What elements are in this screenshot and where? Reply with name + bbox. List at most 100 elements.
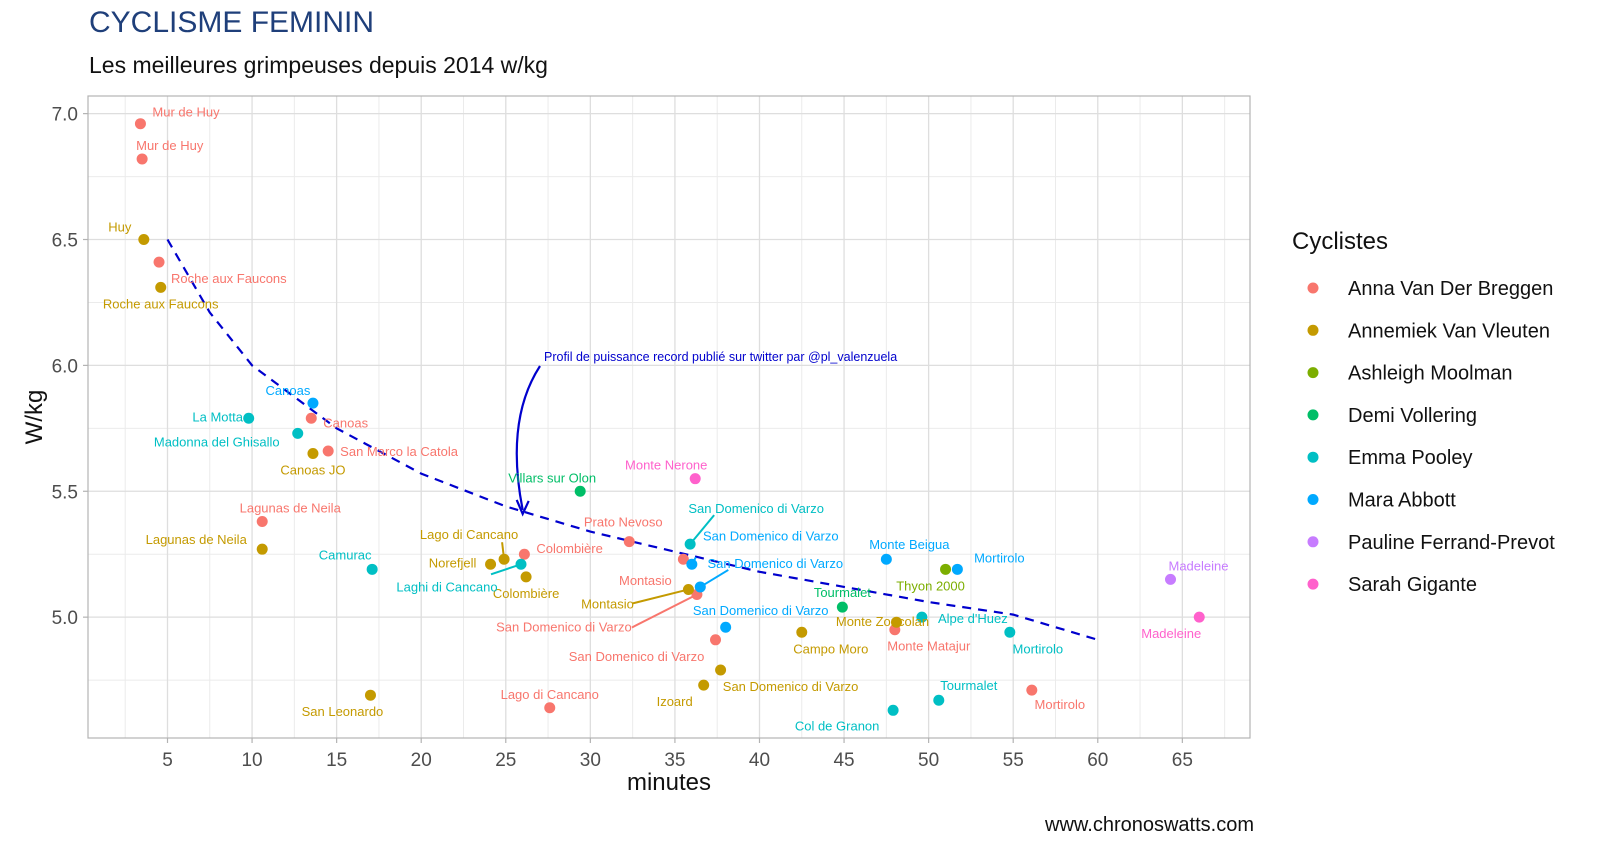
data-point	[715, 664, 727, 676]
legend-label: Ashleigh Moolman	[1348, 363, 1513, 385]
point-label: Montasio	[581, 596, 634, 611]
data-point	[292, 427, 304, 439]
data-point	[710, 634, 722, 646]
annotation-arrowhead	[515, 499, 530, 517]
annotation-group: Profil de puissance record publié sur tw…	[515, 350, 897, 517]
x-tick-label: 60	[1087, 750, 1108, 771]
data-point	[153, 256, 165, 268]
point-label: Lago di Cancano	[420, 527, 518, 542]
legend-title: Cyclistes	[1292, 228, 1388, 255]
data-point	[689, 473, 701, 485]
data-point	[138, 234, 150, 246]
trend-line	[166, 238, 1099, 641]
legend-swatch	[1307, 409, 1319, 421]
data-point	[485, 558, 497, 570]
label-leader-line	[631, 593, 698, 629]
point-label: Prato Nevoso	[584, 515, 663, 530]
x-tick-label: 65	[1172, 750, 1193, 771]
label-leader-line	[689, 514, 715, 545]
y-tick-label: 7.0	[52, 105, 78, 126]
x-tick-label: 40	[749, 750, 770, 771]
point-label: San Domenico di Varzo	[569, 649, 705, 664]
point-label: Norefjell	[429, 555, 477, 570]
data-point	[307, 397, 319, 409]
x-tick-label: 15	[326, 750, 347, 771]
legend-item: Annemiek Van Vleuten	[1307, 320, 1550, 342]
legend-item: Sarah Gigante	[1307, 574, 1477, 596]
point-label: San Marco la Catola	[340, 444, 459, 459]
axes: 5 10 15 20 25 30 35 40 45 50 55 60 65 5.0 5.5 6.0 6.5 7.0	[52, 95, 1251, 771]
point-label: Colombière	[536, 541, 602, 556]
point-label: Canoas JO	[280, 463, 345, 478]
data-point	[1165, 573, 1177, 585]
legend-item: Pauline Ferrand-Prevot	[1307, 532, 1555, 554]
data-point	[698, 679, 710, 691]
x-tick-label: 25	[495, 750, 516, 771]
point-label: Lagunas de Neila	[240, 500, 342, 515]
legend-item: Emma Pooley	[1307, 447, 1473, 469]
x-tick-label: 50	[918, 750, 939, 771]
data-point	[682, 583, 694, 595]
legend-label: Sarah Gigante	[1348, 574, 1477, 596]
point-label: San Leonardo	[302, 704, 384, 719]
legend: Cyclistes Anna Van Der Breggen Annemiek V…	[1292, 228, 1555, 596]
data-point	[307, 448, 319, 460]
legend-swatch	[1307, 494, 1319, 505]
point-label: Monte Zoncolan	[836, 614, 929, 629]
point-label: Huy	[108, 220, 132, 235]
legend-item: Ashleigh Moolman	[1307, 363, 1513, 385]
y-tick-label: 6.0	[52, 356, 78, 377]
data-point	[498, 553, 510, 565]
legend-swatch	[1307, 451, 1319, 463]
data-point	[1026, 684, 1038, 696]
data-point	[880, 553, 892, 565]
legend-item: Anna Van Der Breggen	[1307, 278, 1553, 300]
point-label: Lago di Cancano	[501, 687, 599, 702]
x-tick-label: 30	[580, 750, 601, 771]
data-point	[1193, 611, 1205, 623]
point-label: Tourmalet	[940, 678, 997, 693]
legend-swatch	[1307, 367, 1319, 379]
x-tick-label: 5	[162, 750, 173, 771]
point-label: Mur de Huy	[136, 138, 204, 153]
data-point	[933, 694, 945, 706]
data-point	[322, 445, 334, 457]
point-label: Tourmalet	[814, 585, 871, 600]
data-point	[694, 581, 706, 593]
legend-label: Annemiek Van Vleuten	[1348, 320, 1550, 342]
data-point	[515, 558, 527, 570]
point-label: Mortirolo	[974, 550, 1025, 565]
data-point	[677, 553, 689, 565]
point-label: Mur de Huy	[152, 105, 220, 120]
point-label: Monte Beigua	[869, 537, 950, 552]
x-tick-label: 45	[833, 750, 854, 771]
data-point	[916, 611, 928, 623]
point-label: San Domenico di Varzo	[723, 679, 859, 694]
legend-swatch	[1307, 282, 1319, 294]
point-label: Monte Matajur	[887, 639, 971, 654]
data-point	[686, 558, 698, 570]
data-point	[836, 601, 848, 613]
chart-caption: www.chronoswatts.com	[1045, 814, 1254, 836]
point-label: San Domenico di Varzo	[688, 501, 824, 516]
point-label: Madeleine	[1169, 558, 1229, 573]
point-label: Madonna del Ghisallo	[154, 434, 280, 449]
point-label: Colombière	[493, 586, 559, 601]
point-label: La Motta	[192, 409, 243, 424]
data-point	[623, 536, 635, 548]
data-point	[544, 702, 556, 714]
data-points	[134, 118, 1205, 716]
data-point	[364, 689, 376, 701]
legend-swatch	[1307, 324, 1319, 336]
data-point	[155, 281, 167, 293]
legend-label: Emma Pooley	[1348, 447, 1473, 469]
annotation-arrow	[515, 365, 541, 511]
point-label: Roche aux Faucons	[103, 296, 219, 311]
data-point	[887, 704, 899, 716]
annotation-text: Profil de puissance record publié sur tw…	[544, 350, 897, 364]
legend-label: Demi Vollering	[1348, 405, 1477, 427]
point-label: Alpe d'Huez	[938, 611, 1008, 626]
point-label: San Domenico di Varzo	[693, 603, 829, 618]
x-tick-label: 35	[664, 750, 685, 771]
data-point	[518, 548, 530, 560]
